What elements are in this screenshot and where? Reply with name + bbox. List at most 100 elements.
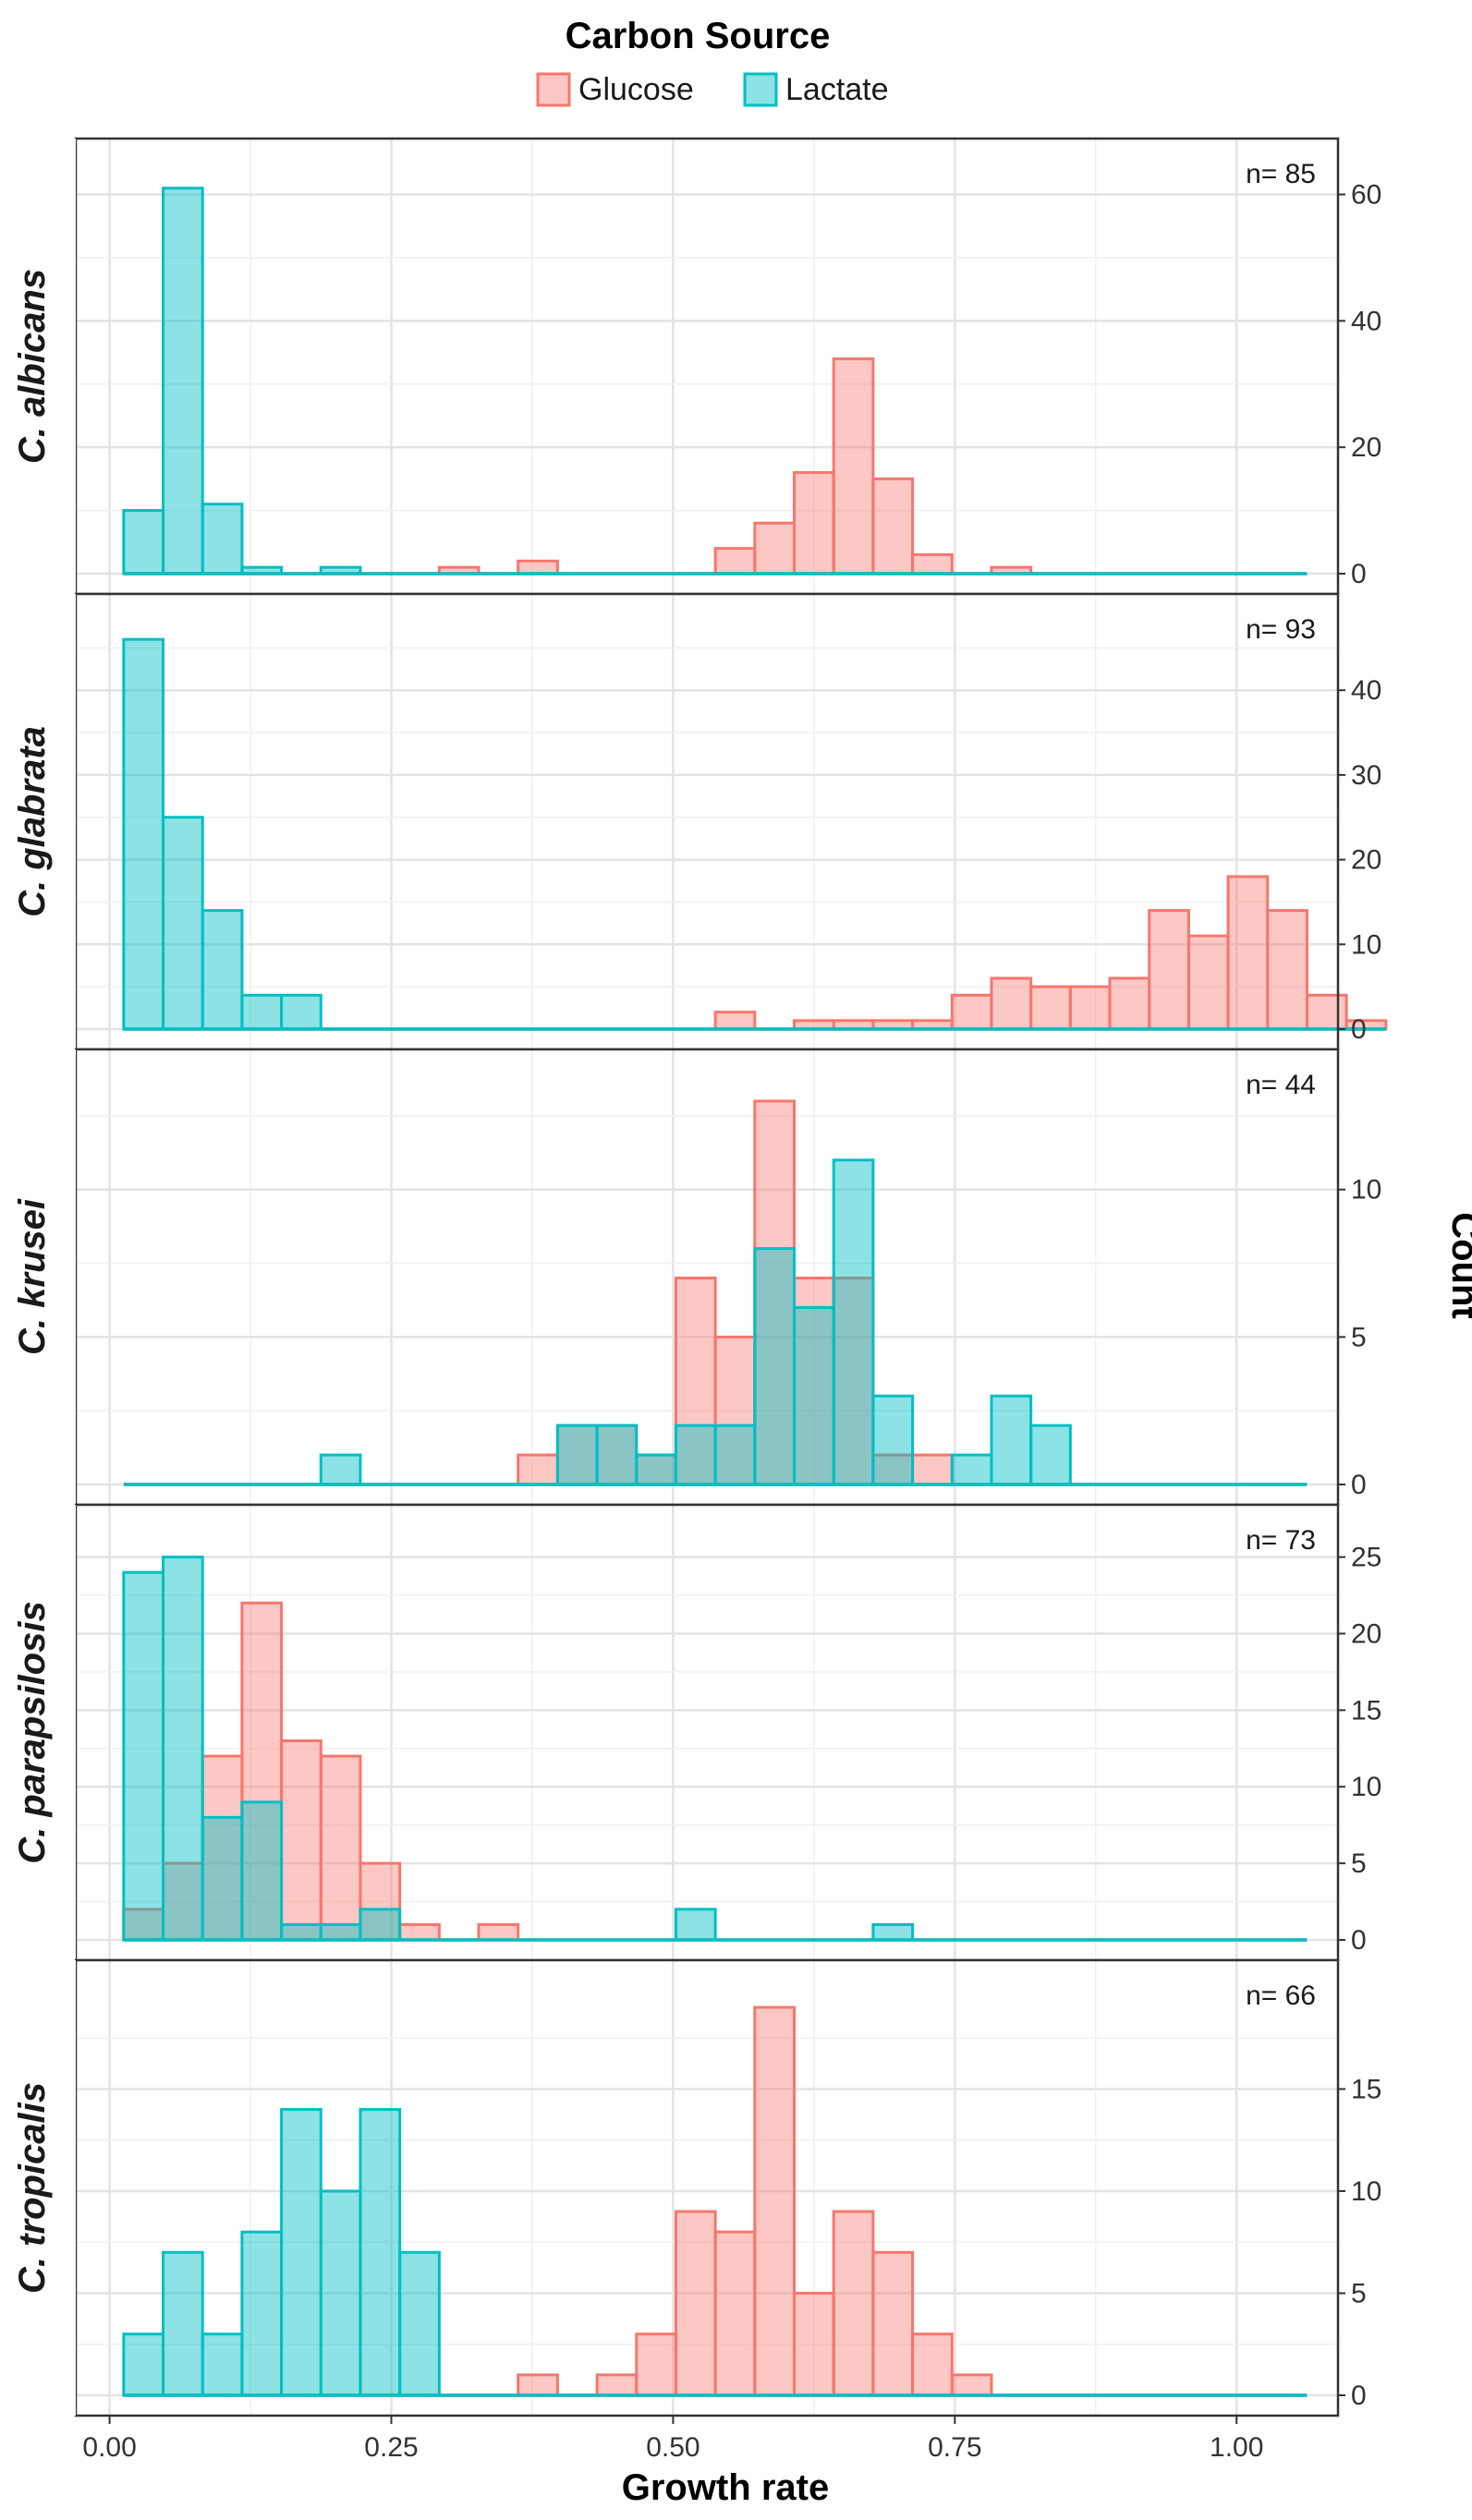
series-lactate [122, 1556, 1308, 1942]
histogram-bar [832, 1158, 875, 1486]
panel-2: 0 10 20 30 40 n= 93 C. glabrata [6, 592, 1388, 1051]
panel-background [76, 1960, 1338, 2416]
histogram-bar [240, 2230, 284, 2397]
panel-background [76, 594, 1338, 1049]
y-tick-label: 10 [1351, 929, 1381, 960]
y-tick-label: 10 [1351, 1772, 1381, 1802]
histogram-bar [1029, 985, 1072, 1031]
panels: 0 20 40 60 n= 85 C. albicans 0 10 20 30 40 n= 93 C. … [6, 137, 1388, 2417]
y-tick-label: 0 [1351, 559, 1367, 589]
histogram-bar [911, 1453, 954, 1486]
x-axis-title: Growth rate [622, 2467, 829, 2508]
histogram-bar [477, 1922, 520, 1942]
y-tick-label: 5 [1351, 1322, 1367, 1352]
histogram-bar [753, 1099, 797, 1486]
histogram-bar [280, 1739, 322, 1942]
y-tick-label: 5 [1351, 1848, 1367, 1879]
histogram-bar [122, 1570, 165, 1942]
histogram-bar [713, 1011, 757, 1031]
x-tick-label: 0.25 [364, 2432, 418, 2463]
histogram-bar [713, 547, 757, 575]
series-glucose [123, 2005, 1308, 2397]
series-lactate [122, 2108, 1308, 2397]
histogram-bar [122, 2332, 165, 2397]
histogram-bar [162, 816, 204, 1031]
histogram-bar [162, 1556, 204, 1942]
histogram-bar [674, 1908, 717, 1942]
panel-background [76, 1505, 1338, 1960]
y-tick-label: 25 [1351, 1543, 1381, 1573]
histogram-bar [201, 503, 244, 575]
histogram-bar [1148, 909, 1190, 1031]
histogram-bar [911, 2332, 954, 2397]
histogram-bar [517, 1453, 559, 1486]
histogram-bar [280, 1922, 322, 1942]
n-count-label: n= 44 [1246, 1070, 1316, 1100]
legend: Carbon Source Glucose Lactate [536, 16, 889, 107]
histogram-bar [359, 2108, 402, 2397]
histogram-bar [162, 2250, 204, 2397]
histogram-bar [319, 1453, 362, 1486]
histogram-bar [240, 993, 284, 1031]
histogram-bar [201, 2332, 244, 2397]
histogram-bar [635, 2332, 677, 2397]
histogram-bar [832, 2210, 875, 2397]
strip-background [6, 139, 76, 594]
legend-label-glucose: Glucose [578, 72, 694, 107]
panel-background [76, 139, 1338, 594]
y-tick-label: 0 [1351, 1014, 1367, 1045]
legend-swatch-lactate [743, 72, 778, 107]
panel-4: 0 5 10 15 20 25 n= 73 C. parapsilosis [6, 1503, 1381, 1962]
histogram-bar [595, 1424, 639, 1486]
histogram-bar [1108, 976, 1151, 1031]
strip-background [6, 1049, 76, 1505]
histogram-bar [832, 1277, 875, 1486]
histogram-bar [753, 1247, 797, 1486]
histogram-bar [1266, 909, 1308, 1031]
y-tick-label: 40 [1351, 306, 1381, 336]
y-tick-label: 0 [1351, 1470, 1367, 1500]
x-tick-label: 0.50 [646, 2432, 700, 2463]
histogram-bar [240, 1800, 284, 1942]
y-tick-label: 20 [1351, 432, 1381, 463]
histogram-bar [674, 2210, 717, 2397]
legend-swatch-glucose [536, 72, 571, 107]
histogram-bar [911, 552, 954, 575]
histogram-bar [1305, 993, 1348, 1031]
histogram-bar [753, 521, 797, 575]
histogram-bar [713, 1424, 757, 1486]
histogram-bar [201, 909, 244, 1031]
legend-label-lactate: Lactate [785, 72, 889, 107]
histogram-bar [990, 976, 1033, 1031]
histogram-bar [793, 471, 835, 575]
histogram-bar [793, 1305, 835, 1486]
histogram-bar [359, 1908, 402, 1942]
histogram-bar [950, 2373, 993, 2397]
histogram-bar [674, 1424, 717, 1486]
histogram-bar [1029, 1424, 1072, 1486]
histogram-bar [555, 1424, 599, 1486]
y-tick-label: 10 [1351, 1175, 1381, 1205]
x-axis: 0.00 0.25 0.50 0.75 1.00 [82, 2416, 1263, 2463]
legend-title: Carbon Source [566, 16, 831, 56]
series-lactate [122, 637, 1386, 1031]
y-tick-label: 0 [1351, 2381, 1367, 2411]
histogram-bar [122, 637, 165, 1031]
n-count-label: n= 93 [1246, 614, 1316, 645]
panel-3: 0 5 10 n= 44 C. krusei [6, 1048, 1381, 1507]
series-lactate [123, 1158, 1308, 1486]
histogram-bar [280, 993, 322, 1031]
y-tick-label: 15 [1351, 1695, 1381, 1726]
x-tick-label: 1.00 [1210, 2432, 1263, 2463]
histogram-bar [635, 1453, 677, 1486]
species-strip-label: C. krusei [12, 1198, 53, 1355]
histogram-bar [319, 2189, 362, 2397]
histogram-bar [162, 187, 204, 575]
x-tick-label: 0.75 [928, 2432, 981, 2463]
x-tick-label: 0.00 [82, 2432, 136, 2463]
histogram-bar [793, 2291, 835, 2397]
histogram-bar [319, 1754, 362, 1942]
histogram-bar [398, 2250, 441, 2397]
histogram-bar [1068, 985, 1112, 1031]
